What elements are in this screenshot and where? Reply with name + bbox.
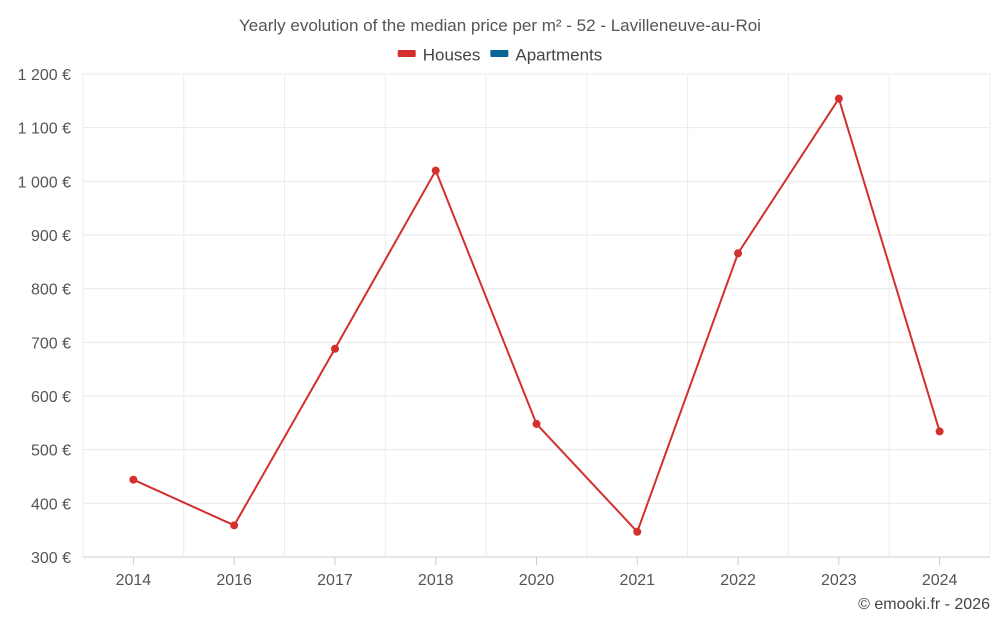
x-tick-label: 2016	[216, 572, 252, 589]
x-tick-label: 2017	[317, 572, 353, 589]
y-tick-label: 1 100 €	[18, 121, 71, 138]
chart-title: Yearly evolution of the median price per…	[239, 16, 761, 35]
gridlines	[82, 73, 991, 558]
x-axis: 2014 2016 2017 2018 2020 2021 2022 2023 2024	[116, 557, 958, 589]
y-tick-label: 900 €	[31, 228, 71, 245]
x-tick-label: 2023	[821, 572, 857, 589]
y-tick-label: 600 €	[31, 389, 71, 406]
y-tick-label: 1 200 €	[18, 67, 71, 84]
data-point-houses	[935, 427, 944, 436]
legend-item-apartments: Apartments	[490, 45, 602, 64]
x-tick-label: 2014	[116, 572, 152, 589]
data-point-houses	[129, 475, 138, 484]
x-tick-label: 2018	[418, 572, 454, 589]
data-point-houses	[734, 249, 743, 258]
series-layer	[129, 94, 944, 536]
credit-text: © emooki.fr - 2026	[858, 596, 990, 613]
data-point-houses	[431, 166, 440, 175]
legend-label: Apartments	[515, 45, 602, 64]
data-point-houses	[230, 521, 239, 530]
legend: Houses Apartments	[397, 45, 602, 64]
y-tick-label: 400 €	[31, 496, 71, 513]
x-tick-label: 2021	[619, 572, 655, 589]
x-tick-label: 2020	[519, 572, 555, 589]
legend-swatch	[397, 50, 416, 57]
data-point-houses	[532, 419, 541, 428]
y-tick-label: 700 €	[31, 335, 71, 352]
data-point-houses	[633, 527, 642, 536]
x-tick-label: 2022	[720, 572, 756, 589]
x-tick-label: 2024	[922, 572, 958, 589]
y-axis: 300 € 400 € 500 € 600 € 700 € 800 € 900 € 1 000…	[18, 67, 71, 567]
legend-label: Houses	[423, 45, 481, 64]
y-tick-label: 500 €	[31, 443, 71, 460]
legend-swatch	[490, 50, 509, 57]
data-point-houses	[330, 344, 339, 353]
data-point-houses	[834, 94, 843, 103]
y-tick-label: 800 €	[31, 282, 71, 299]
legend-item-houses: Houses	[397, 45, 481, 64]
y-tick-label: 1 000 €	[18, 174, 71, 191]
y-tick-label: 300 €	[31, 550, 71, 567]
series-line-houses	[132, 97, 941, 533]
